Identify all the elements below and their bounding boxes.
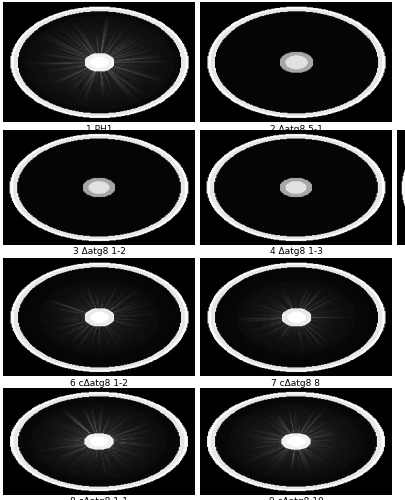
Text: 2 Δatg8 5-1: 2 Δatg8 5-1 [269,124,322,134]
Text: 7 cΔatg8 8: 7 cΔatg8 8 [271,378,320,388]
Text: 9 cΔatg8 10: 9 cΔatg8 10 [268,498,322,500]
Text: 8 cΔatg8 1-1: 8 cΔatg8 1-1 [70,498,128,500]
Text: 4 Δatg8 1-3: 4 Δatg8 1-3 [269,248,322,256]
Text: 3 Δatg8 1-2: 3 Δatg8 1-2 [72,248,125,256]
Text: 6 cΔatg8 1-2: 6 cΔatg8 1-2 [70,378,128,388]
Text: 1 PH1: 1 PH1 [85,124,112,134]
